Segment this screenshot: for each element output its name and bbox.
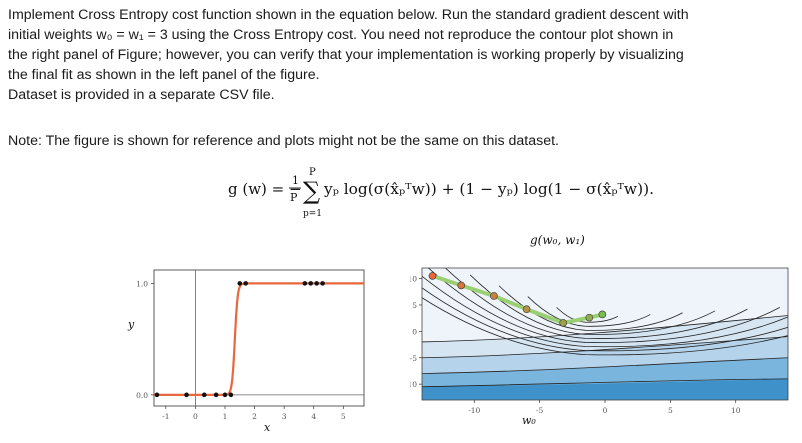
contour-title: g(w₀, w₁) [530, 233, 585, 247]
axis-ticks: -1 0 1 2 3 4 5 0.0 1.0 [136, 279, 346, 421]
equation-lhs: g (w) = − [228, 180, 302, 198]
contour-line [422, 297, 788, 356]
data-point [237, 281, 243, 286]
contour-surface [422, 268, 788, 400]
logistic-fit-chart: -1 0 1 2 3 4 5 0.0 1.0 y x [100, 248, 390, 438]
contour-line [469, 274, 716, 335]
equation-body: yₚ log(σ(x̂ₚᵀw)) + (1 − yₚ) log(1 − σ(x̂… [323, 180, 654, 198]
contour-line [422, 357, 788, 374]
descent-step-point [559, 319, 567, 327]
descent-step-point [490, 292, 498, 300]
contour-x-tick-label: -5 [536, 406, 544, 415]
contour-x-tick-label: 10 [731, 406, 741, 415]
x-tick-label: -1 [162, 412, 169, 421]
data-point [314, 281, 319, 286]
contour-y-tick-label: -5 [410, 354, 417, 363]
x-tick-label: 1 [223, 412, 228, 421]
data-point [308, 281, 314, 286]
equation-fraction-denominator: P [290, 191, 298, 204]
x-tick-label: 3 [282, 412, 287, 421]
contour-band [422, 378, 788, 400]
data-point [201, 392, 207, 398]
instructions-line: the final fit as shown in the left panel… [8, 67, 320, 83]
contour-line [422, 378, 788, 388]
x-tick-label: 4 [311, 412, 316, 421]
descent-step-point [585, 313, 594, 322]
contour-axis-ticks: -10 -5 0 5 10 10 5 0 -5 -10 [405, 275, 741, 415]
equation-fraction-numerator: 1 [292, 174, 299, 187]
x-tick-label: 2 [252, 412, 257, 421]
equation-sum-bottom: p=1 [303, 209, 322, 219]
fit-curve-layer [154, 282, 364, 396]
note-paragraph: Note: The figure is shown for reference … [8, 131, 798, 151]
contour-y-tick-label: 5 [412, 301, 417, 310]
contour-line [556, 307, 618, 323]
data-point [302, 281, 308, 286]
instructions-line: initial weights w₀ = w₁ = 3 using the Cr… [8, 27, 674, 43]
contour-line [422, 315, 788, 343]
data-points [154, 281, 325, 398]
y-tick-label: 0.0 [136, 391, 148, 400]
instructions-line: Implement Cross Entropy cost function sh… [8, 7, 689, 23]
equation-sum-symbol: ∑ [303, 177, 320, 205]
data-point [154, 392, 160, 398]
data-point [320, 281, 325, 286]
note-text: Note: The figure is shown for reference … [8, 133, 559, 149]
contour-x-tick-label: 0 [603, 406, 608, 415]
x-axis-label: x [264, 421, 271, 434]
y-tick-label: 1.0 [136, 279, 148, 288]
equation-sum-top: P [309, 167, 316, 178]
descent-step-point [457, 281, 466, 290]
x-tick-label: 5 [341, 412, 346, 421]
instructions-line: the right panel of Figure; however, you … [8, 47, 684, 63]
contour-line [427, 268, 780, 344]
contour-line [444, 268, 748, 339]
data-point [222, 392, 228, 398]
descent-step-point [522, 305, 531, 313]
fit-curve [154, 282, 364, 396]
data-point [213, 392, 219, 398]
descent-step-point [428, 272, 437, 280]
instructions-line: Dataset is provided in a separate CSV fi… [8, 87, 275, 103]
contour-y-tick-label: 10 [410, 275, 417, 284]
data-point [228, 392, 234, 398]
data-point [243, 281, 248, 286]
contour-y-tick-label: 0 [412, 327, 417, 336]
data-point [184, 392, 189, 398]
contour-x-axis-label: w₀ [522, 414, 536, 427]
gradient-descent-path [428, 272, 607, 327]
contour-line [422, 275, 788, 348]
instructions-paragraph: Implement Cross Entropy cost function sh… [8, 5, 798, 105]
y-axis-label: y [127, 318, 135, 331]
contour-x-tick-label: -10 [468, 406, 480, 415]
cost-contour-chart: g(w₀, w₁) -10-505101050-5-10 w₁ w₀ [382, 230, 802, 438]
contour-line [422, 336, 788, 359]
contour-y-tick-label: -10 [410, 380, 417, 389]
plot-area [153, 269, 365, 407]
contour-x-tick-label: 5 [668, 406, 673, 415]
cross-entropy-equation: g (w) = − 1 P P ∑ p=1 yₚ log(σ(x̂ₚᵀw)) +… [228, 164, 658, 224]
contour-line [527, 296, 651, 327]
x-tick-label: 0 [193, 412, 198, 421]
descent-step-point [598, 310, 607, 319]
